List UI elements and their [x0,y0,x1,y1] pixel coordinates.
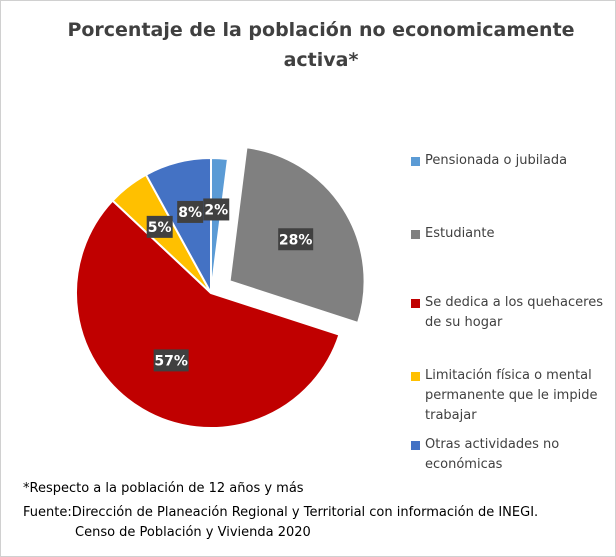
legend-label: Limitación física o mental permanente qu… [425,368,598,423]
legend-swatch [411,372,420,381]
legend-label: Se dedica a los quehaceres de su hogar [425,295,603,330]
data-label-box [203,198,230,221]
data-label-box [177,200,204,223]
legend-swatch [411,230,420,239]
pie-slice [210,156,230,294]
legend-label: Otras actividades no económicas [425,437,560,472]
data-label: 8% [178,205,202,221]
footnote: *Respecto a la población de 12 años y má… [23,481,304,496]
data-label-box [278,228,314,251]
data-label: 2% [204,202,228,218]
data-label-box [146,215,173,238]
source: Fuente:Dirección de Planeación Regional … [23,505,539,540]
legend-label: Pensionada o jubilada [425,153,568,168]
data-label-box [153,349,189,372]
data-label: 28% [279,232,313,248]
chart-title: Porcentaje de la población no economicam… [67,19,575,71]
legend-swatch [411,441,420,450]
data-label: 5% [148,220,172,236]
legend-swatch [411,157,420,166]
pie-slice [75,199,341,429]
legend-label: Estudiante [425,226,495,241]
legend-swatch [411,299,420,308]
data-label: 57% [154,353,188,369]
pie-slice [144,156,212,294]
